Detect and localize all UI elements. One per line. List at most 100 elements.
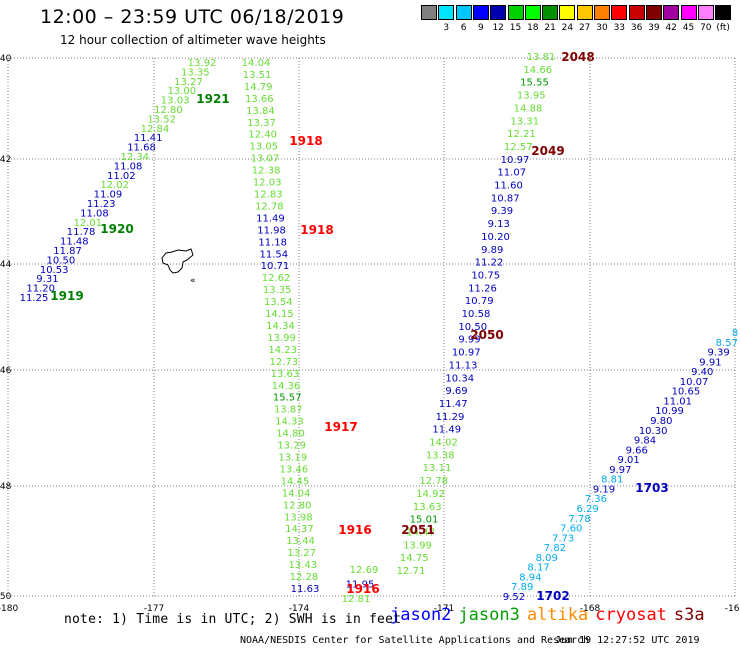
note-text: note: 1) Time is in UTC; 2) SWH is in fe…	[64, 612, 402, 627]
wave-height-value: 13.35	[263, 285, 292, 296]
wave-height-value: 13.35	[181, 67, 210, 78]
wave-height-value: 8.94	[519, 572, 541, 583]
wave-height-value: 11.63	[291, 584, 320, 595]
lon-label: -174	[289, 604, 310, 614]
lat-label: -44	[0, 260, 12, 270]
credit-text: NOAA/NESDIS Center for Satellite Applica…	[240, 635, 590, 646]
wave-height-value: 9.97	[609, 465, 631, 476]
wave-height-value: 14.33	[275, 417, 304, 428]
scale-label: 6	[460, 23, 467, 33]
pass-time-label: 2051	[401, 523, 434, 537]
wave-height-value: 13.84	[246, 106, 275, 117]
legend-cryosat: cryosat	[595, 605, 667, 625]
wave-height-value: 13.29	[277, 441, 306, 452]
wave-height-value: 15.55	[520, 78, 549, 89]
wave-height-value: 8.09	[536, 553, 558, 564]
scale-swatch	[715, 5, 732, 20]
wave-height-value: 12.80	[283, 500, 312, 511]
scale-swatch	[507, 5, 524, 20]
wave-height-value: 10.99	[655, 406, 684, 417]
axis-labels: -180 -177 -174 -171 -168 -165 -40 -42 -44 -46 -48 -…	[0, 54, 740, 614]
wave-height-value: 14.47	[406, 527, 435, 538]
satellite-legend: jason2 jason3 altika cryosat s3a	[390, 605, 712, 625]
scale-swatch	[438, 5, 455, 20]
wave-height-value: 9.84	[634, 436, 656, 447]
legend-jason2: jason2	[390, 605, 452, 625]
wave-height-value: 11.78	[67, 227, 96, 238]
wave-height-value: 13.54	[264, 297, 293, 308]
wave-height-value: 12.28	[290, 572, 319, 583]
satellite-tracks: 13.9213.3513.2713.0013.0312.8013.5212.84…	[20, 52, 739, 605]
wave-height-value: 13.98	[284, 512, 313, 523]
wave-height-value: 11.09	[94, 190, 123, 201]
pass-time-label: 1702	[536, 589, 569, 603]
pass-time-label: 1921	[196, 92, 229, 106]
wave-height-value: 13.46	[280, 464, 309, 475]
wave-height-value: 14.02	[429, 438, 458, 449]
pass-time-label: 1918	[289, 134, 322, 148]
wave-height-value: 12.34	[120, 152, 149, 163]
scale-swatch	[455, 5, 472, 20]
lon-label: -168	[580, 604, 601, 614]
scale-swatch	[472, 5, 489, 20]
wave-height-value: 10.50	[458, 322, 487, 333]
scale-swatch	[576, 5, 593, 20]
scale-label: 12	[492, 23, 504, 33]
wave-height-value: 11.29	[436, 412, 465, 423]
wave-height-value: 10.58	[462, 309, 491, 320]
wave-height-value: 9.99	[458, 335, 480, 346]
scale-swatch	[490, 5, 507, 20]
wave-height-value: 12.38	[252, 166, 281, 177]
wave-height-value: 7.36	[585, 494, 607, 505]
wave-height-value: 13.63	[413, 502, 442, 513]
wave-height-value: 13.37	[247, 118, 276, 129]
wave-height-value: 8.81	[601, 475, 623, 486]
wave-height-value: 11.23	[87, 199, 116, 210]
wave-height-value: 11.08	[80, 208, 109, 219]
pass-time-label: 1703	[635, 481, 668, 495]
wave-height-value: 11.07	[497, 168, 526, 179]
wave-height-value: 13.00	[168, 86, 197, 97]
scale-label: 24	[561, 23, 574, 33]
scale-label: (ft)	[716, 23, 730, 33]
wave-height-value: 11.60	[494, 181, 523, 192]
pass-time-label: 1916	[346, 582, 379, 596]
wave-height-value: 13.44	[286, 536, 315, 547]
map-title: 12:00 – 23:59 UTC 06/18/2019	[40, 6, 345, 28]
map-subtitle: 12 hour collection of altimeter wave hei…	[60, 33, 326, 47]
pass-time-label: 1919	[50, 289, 83, 303]
pass-time-label: 2048	[561, 50, 594, 64]
wave-height-value: 13.03	[161, 96, 190, 107]
wave-height-value: 12.84	[141, 124, 170, 135]
wave-height-value: 11.41	[134, 133, 163, 144]
wave-height-value: 11.98	[257, 225, 286, 236]
lon-label: -165	[725, 604, 740, 614]
pass-time-label: 1916	[338, 523, 371, 537]
lat-label: -42	[0, 155, 11, 165]
wave-height-value: 11.02	[107, 171, 136, 182]
wave-height-value: 8.57	[716, 338, 738, 349]
wave-height-value: 15.01	[410, 515, 439, 526]
generated-timestamp: Jun 19 12:27:52 UTC 2019	[555, 635, 700, 646]
wave-height-value: 12.71	[397, 566, 426, 577]
scale-label: 39	[648, 23, 660, 33]
wave-height-value: 9.13	[488, 219, 510, 230]
wave-height-value: 13.43	[288, 560, 317, 571]
legend-altika: altika	[526, 605, 589, 625]
wave-height-value: 14.36	[272, 381, 301, 392]
wave-height-value: 9.69	[445, 386, 467, 397]
legend-jason3: jason3	[458, 605, 520, 625]
scale-swatch	[697, 5, 714, 20]
lat-label: -46	[0, 366, 12, 376]
wave-height-value: 13.92	[188, 58, 217, 69]
wave-height-value: 12.62	[262, 273, 291, 284]
scale-label: 45	[682, 23, 695, 33]
wave-height-value: 13.51	[243, 70, 272, 81]
wave-height-value: 12.40	[248, 130, 277, 141]
wave-height-value: 15.57	[273, 393, 302, 404]
wave-height-value: 13.63	[271, 369, 300, 380]
pass-time-label: 1920	[100, 222, 133, 236]
wave-height-value: 13.87	[274, 405, 303, 416]
wave-height-value: 13.11	[423, 463, 452, 474]
pass-time-labels: 1921 1920 1919 1918 1918 1917 1916 1916 2048 2049…	[50, 50, 668, 603]
